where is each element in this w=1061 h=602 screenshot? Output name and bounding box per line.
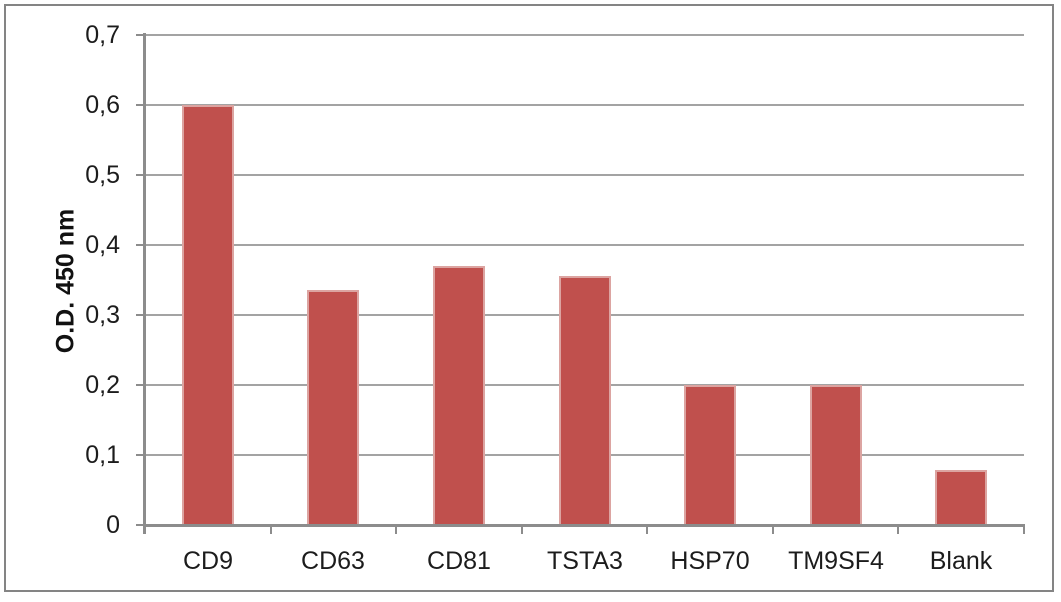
- y-tick-label: 0,5: [85, 161, 120, 189]
- bar-blank: [935, 470, 987, 525]
- x-category-label: Blank: [929, 547, 993, 575]
- y-axis-tick: [136, 454, 145, 456]
- y-axis-title: O.D. 450 nm: [51, 208, 80, 354]
- bar-cd81: [433, 266, 485, 525]
- x-axis-tick: [646, 525, 648, 534]
- x-axis-tick: [521, 525, 523, 534]
- x-axis-tick: [897, 525, 899, 534]
- x-axis-tick: [270, 525, 272, 534]
- bar-cd9: [182, 105, 234, 525]
- y-axis-tick: [136, 104, 145, 106]
- chart-outer-frame: [4, 4, 1054, 592]
- x-category-label: CD9: [182, 547, 233, 575]
- y-tick-label: 0,6: [85, 91, 120, 119]
- x-category-label: TSTA3: [547, 547, 623, 575]
- y-axis-tick: [136, 34, 145, 36]
- gridline: [145, 174, 1024, 176]
- y-tick-label: 0,1: [85, 441, 120, 469]
- y-tick-label: 0: [106, 511, 120, 539]
- x-axis-tick: [772, 525, 774, 534]
- y-axis-tick: [136, 524, 145, 526]
- y-tick-label: 0,4: [85, 231, 120, 259]
- y-tick-label: 0,2: [85, 371, 120, 399]
- x-category-label: CD63: [301, 547, 365, 575]
- y-axis-line: [143, 33, 146, 534]
- bar-hsp70: [684, 385, 736, 525]
- y-axis-tick: [136, 314, 145, 316]
- y-axis-tick: [136, 244, 145, 246]
- bar-cd63: [307, 290, 359, 525]
- gridline: [145, 34, 1024, 36]
- bar-tm9sf4: [810, 385, 862, 525]
- x-axis-line: [143, 524, 1025, 527]
- gridline: [145, 104, 1024, 106]
- y-tick-label: 0,7: [85, 21, 120, 49]
- x-category-label: HSP70: [670, 547, 750, 575]
- x-axis-tick: [1023, 525, 1025, 534]
- x-axis-tick: [395, 525, 397, 534]
- x-category-label: CD81: [427, 547, 491, 575]
- x-category-label: TM9SF4: [788, 547, 884, 575]
- y-axis-tick: [136, 384, 145, 386]
- gridline: [145, 244, 1024, 246]
- y-axis-tick: [136, 174, 145, 176]
- y-tick-label: 0,3: [85, 301, 120, 329]
- bar-tsta3: [559, 276, 611, 525]
